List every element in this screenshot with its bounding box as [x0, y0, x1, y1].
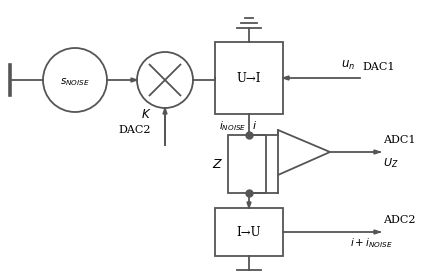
Polygon shape — [163, 108, 167, 114]
Text: ADC2: ADC2 — [383, 215, 416, 225]
Text: $Z$: $Z$ — [212, 157, 223, 171]
Bar — [215, 208, 283, 256]
Polygon shape — [283, 76, 289, 80]
Text: $i+i_{NOISE}$: $i+i_{NOISE}$ — [350, 236, 393, 250]
Bar — [215, 42, 283, 114]
Polygon shape — [131, 78, 137, 82]
Text: I→U: I→U — [237, 225, 261, 239]
Text: ADC1: ADC1 — [383, 135, 416, 145]
Text: $i$: $i$ — [252, 119, 257, 131]
Text: $i_{NOISE}$: $i_{NOISE}$ — [219, 119, 246, 133]
Polygon shape — [374, 150, 380, 154]
Text: U→I: U→I — [237, 72, 261, 85]
Text: $U_Z$: $U_Z$ — [383, 156, 399, 170]
Text: DAC2: DAC2 — [118, 125, 151, 135]
Text: $K$: $K$ — [140, 109, 151, 122]
Text: $u_n$: $u_n$ — [341, 59, 355, 72]
Bar — [228, 135, 266, 193]
Polygon shape — [374, 230, 380, 234]
Text: DAC1: DAC1 — [362, 62, 395, 72]
Polygon shape — [247, 202, 251, 208]
Text: $s_{NOISE}$: $s_{NOISE}$ — [60, 76, 90, 88]
